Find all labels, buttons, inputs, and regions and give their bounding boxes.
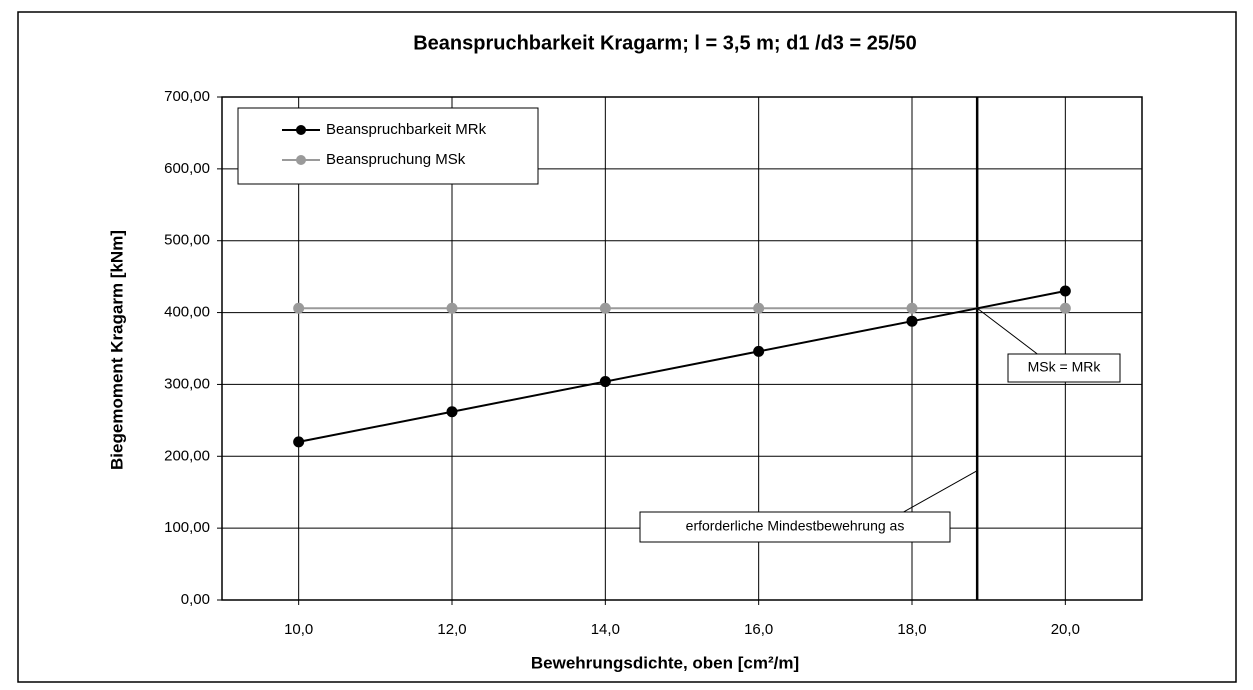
legend-label: Beanspruchung MSk xyxy=(326,151,466,168)
x-axis-label: Bewehrungsdichte, oben [cm²/m] xyxy=(531,653,799,672)
y-tick-label: 200,00 xyxy=(164,447,210,464)
annotation: erforderliche Mindestbewehrung as xyxy=(686,518,905,534)
chart-title: Beanspruchbarkeit Kragarm; l = 3,5 m; d1… xyxy=(413,32,917,54)
marker xyxy=(293,302,305,314)
y-tick-label: 600,00 xyxy=(164,160,210,177)
annotation: MSk = MRk xyxy=(1028,359,1102,375)
x-tick-label: 14,0 xyxy=(591,621,620,638)
y-tick-label: 100,00 xyxy=(164,519,210,536)
marker xyxy=(446,406,458,418)
legend-marker xyxy=(296,155,306,165)
legend xyxy=(237,107,539,185)
marker xyxy=(906,302,918,314)
marker xyxy=(753,345,765,357)
annotation-box xyxy=(639,511,951,543)
y-tick-label: 500,00 xyxy=(164,232,210,249)
y-tick-label: 0,00 xyxy=(181,591,210,608)
x-tick-label: 16,0 xyxy=(744,621,773,638)
marker xyxy=(599,302,611,314)
y-tick-label: 300,00 xyxy=(164,375,210,392)
annotation-box xyxy=(1007,353,1121,383)
y-axis-label: Biegemoment Kragarm [kNm] xyxy=(107,230,126,470)
marker xyxy=(906,315,918,327)
y-tick-label: 700,00 xyxy=(164,88,210,105)
series-line xyxy=(298,290,1066,443)
marker xyxy=(1059,285,1071,297)
marker xyxy=(1059,302,1071,314)
marker xyxy=(446,302,458,314)
legend-label: Beanspruchbarkeit MRk xyxy=(326,121,487,138)
x-tick-label: 20,0 xyxy=(1051,621,1080,638)
marker xyxy=(599,376,611,388)
marker xyxy=(753,302,765,314)
x-tick-label: 18,0 xyxy=(897,621,926,638)
marker xyxy=(293,436,305,448)
x-tick-label: 10,0 xyxy=(284,621,313,638)
y-tick-label: 400,00 xyxy=(164,304,210,321)
legend-marker xyxy=(296,125,306,135)
x-tick-label: 12,0 xyxy=(437,621,466,638)
